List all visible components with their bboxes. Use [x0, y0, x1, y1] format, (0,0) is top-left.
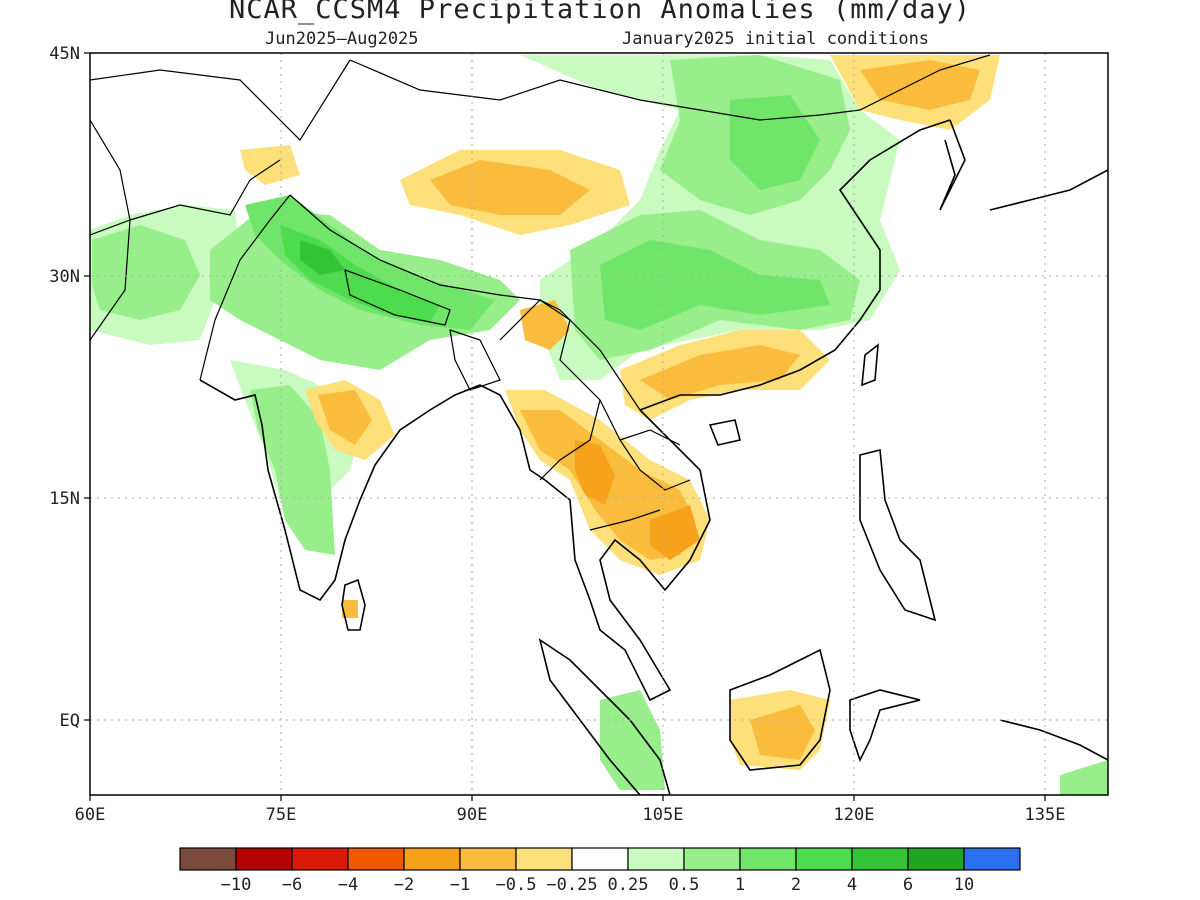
colorbar-swatch — [515, 847, 573, 871]
colorbar-label: 0.5 — [669, 875, 700, 895]
wet-region-himalaya-peak — [300, 240, 345, 275]
dry-region-kashmir — [240, 145, 300, 185]
lon-label-120e: 120E — [834, 805, 875, 825]
border-myanmar — [499, 299, 601, 481]
lat-label-eq: EQ — [60, 711, 80, 731]
dry-region-central-india-core — [318, 390, 372, 445]
colorbar-label: −10 — [221, 875, 252, 895]
coast-new-guinea — [999, 719, 1108, 761]
colorbar-swatch — [795, 847, 853, 871]
coast-philippines — [859, 448, 937, 622]
colorbar-label: −0.25 — [546, 875, 597, 895]
dry-region-myanmar-north — [520, 300, 570, 350]
colorbar-labels: −10 −6 −4 −2 −1 −0.5 −0.25 0.25 0.5 1 2 4 6 10 — [221, 875, 975, 895]
colorbar-swatch — [851, 847, 909, 871]
colorbar-label: 2 — [791, 875, 801, 895]
wet-region-himalaya — [245, 195, 495, 330]
border-afghanistan — [90, 159, 281, 236]
chart-title: NCAR_CCSM4 Precipitation Anomalies (mm/d… — [229, 0, 971, 25]
lon-label-60e: 60E — [75, 805, 106, 825]
lat-label-45n: 45N — [49, 44, 80, 64]
coast-borneo — [729, 648, 831, 771]
colorbar-swatch — [627, 847, 685, 871]
border-nepal — [344, 269, 451, 326]
coast-taiwan — [861, 343, 879, 387]
wet-region-central-china-core — [600, 240, 830, 330]
colorbar-swatch — [907, 847, 965, 871]
colorbar-label: −0.5 — [496, 875, 537, 895]
colorbar-swatch — [291, 847, 349, 871]
lat-axis-labels: 45N 30N 15N EQ — [49, 44, 80, 731]
border-china-south — [559, 309, 641, 411]
forecast-period: Jun2025–Aug2025 — [265, 29, 419, 49]
coastlines — [199, 119, 1108, 795]
graticule — [90, 53, 1108, 795]
lon-label-105e: 105E — [643, 805, 684, 825]
border-pakistan-india — [199, 194, 291, 381]
coast-korea — [939, 119, 966, 211]
colorbar-swatch — [403, 847, 461, 871]
lon-label-90e: 90E — [457, 805, 488, 825]
lon-label-135e: 135E — [1025, 805, 1066, 825]
colorbar-label: −1 — [450, 875, 470, 895]
border-iran — [90, 119, 131, 341]
wet-region-new-guinea — [1060, 760, 1108, 795]
colorbar-swatch — [179, 847, 237, 871]
colorbar-label: 10 — [954, 875, 974, 895]
country-borders — [90, 54, 991, 531]
lat-label-15n: 15N — [49, 489, 80, 509]
coast-india — [199, 379, 531, 602]
dry-region-northeast-china-core — [860, 60, 980, 110]
colorbar-swatch — [571, 847, 629, 871]
colorbar-swatch — [459, 847, 517, 871]
coast-hainan — [708, 419, 741, 446]
colorbar-label: 1 — [735, 875, 745, 895]
coast-south-china — [639, 119, 951, 411]
colorbar — [179, 847, 1021, 871]
initial-conditions: January2025 initial conditions — [622, 29, 930, 49]
wet-region-western-pakistan — [92, 225, 200, 320]
lat-label-30n: 30N — [49, 267, 80, 287]
colorbar-label: 0.25 — [608, 875, 649, 895]
dry-region-borneo-core — [750, 705, 815, 760]
colorbar-label: 4 — [847, 875, 857, 895]
wet-region-west-india-core — [250, 385, 335, 555]
border-bangladesh — [449, 329, 501, 391]
border-indochina-inner — [589, 399, 691, 531]
axis-ticks — [84, 52, 1046, 801]
coast-indochina-west — [529, 409, 711, 702]
colorbar-label: −4 — [338, 875, 358, 895]
colorbar-swatch — [347, 847, 405, 871]
plot-frame — [89, 52, 1109, 796]
colorbar-swatch — [683, 847, 741, 871]
colorbar-label: 6 — [903, 875, 913, 895]
coast-sumatra — [538, 638, 671, 795]
lon-axis-labels: 60E 75E 90E 105E 120E 135E — [75, 805, 1066, 825]
coast-japan — [989, 169, 1108, 211]
colorbar-swatch — [235, 847, 293, 871]
colorbar-label: −2 — [394, 875, 414, 895]
coast-sri-lanka — [341, 578, 366, 631]
wet-anomalies — [90, 55, 1108, 795]
border-central-asia — [90, 59, 351, 141]
wet-region-sumatra — [600, 690, 665, 790]
colorbar-swatch — [963, 847, 1021, 871]
dry-region-tibet-core — [430, 160, 590, 215]
colorbar-label: −6 — [282, 875, 302, 895]
dry-region-south-china-core — [640, 345, 800, 400]
lon-label-75e: 75E — [266, 805, 297, 825]
dry-anomalies — [240, 55, 1000, 770]
dry-region-sri-lanka — [342, 600, 358, 618]
coast-sulawesi — [849, 689, 921, 763]
colorbar-swatch — [739, 847, 797, 871]
border-china-mongolia — [349, 54, 991, 121]
anomaly-field — [90, 55, 1108, 795]
dry-region-indochina-peak — [575, 440, 700, 560]
